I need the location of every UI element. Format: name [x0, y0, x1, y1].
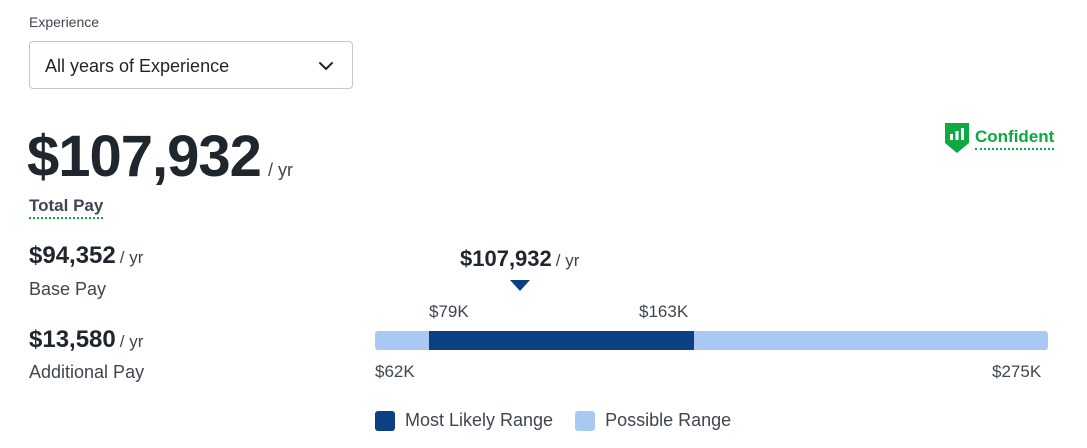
possible-range-bar: [375, 331, 1048, 350]
additional-pay-label: Additional Pay: [29, 362, 145, 382]
additional-pay-amount: $13,580: [29, 326, 116, 353]
confidence-badge[interactable]: Confident: [945, 121, 1055, 155]
experience-label: Experience: [29, 14, 100, 30]
bar-chart-shield-icon: [945, 123, 969, 153]
additional-pay-row: $13,580/ yr: [29, 326, 143, 354]
most-likely-range-bar: [428, 331, 695, 350]
total-pay-amount: $107,932: [27, 124, 262, 189]
legend-possible-label: Possible Range: [605, 410, 732, 430]
experience-dropdown[interactable]: All years of Experience: [29, 41, 353, 89]
additional-pay-unit: / yr: [119, 332, 144, 351]
base-pay-label: Base Pay: [29, 279, 107, 299]
possible-range-low-label: $62K: [375, 362, 415, 381]
base-pay-row: $94,352/ yr: [29, 242, 143, 270]
experience-selected-value: All years of Experience: [45, 56, 230, 76]
legend-likely-swatch: [375, 410, 395, 431]
legend-likely-label: Most Likely Range: [405, 410, 554, 430]
likely-range-high-label: $163K: [639, 302, 689, 321]
median-marker-icon: [510, 280, 531, 291]
total-pay-unit: / yr: [268, 160, 293, 180]
base-pay-amount: $94,352: [29, 242, 116, 269]
legend-possible-swatch: [575, 410, 596, 431]
likely-range-low-label: $79K: [429, 302, 469, 321]
chevron-down-icon: [319, 62, 333, 70]
median-pay-amount: $107,932: [460, 246, 552, 271]
median-pay-unit: / yr: [555, 251, 580, 270]
confidence-label: Confident: [975, 127, 1055, 150]
base-pay-unit: / yr: [119, 248, 144, 267]
total-pay-label[interactable]: Total Pay: [29, 196, 104, 219]
median-pay: $107,932/ yr: [460, 246, 579, 272]
range-legend: Most Likely Range Possible Range: [375, 410, 753, 431]
possible-range-high-label: $275K: [992, 362, 1042, 381]
